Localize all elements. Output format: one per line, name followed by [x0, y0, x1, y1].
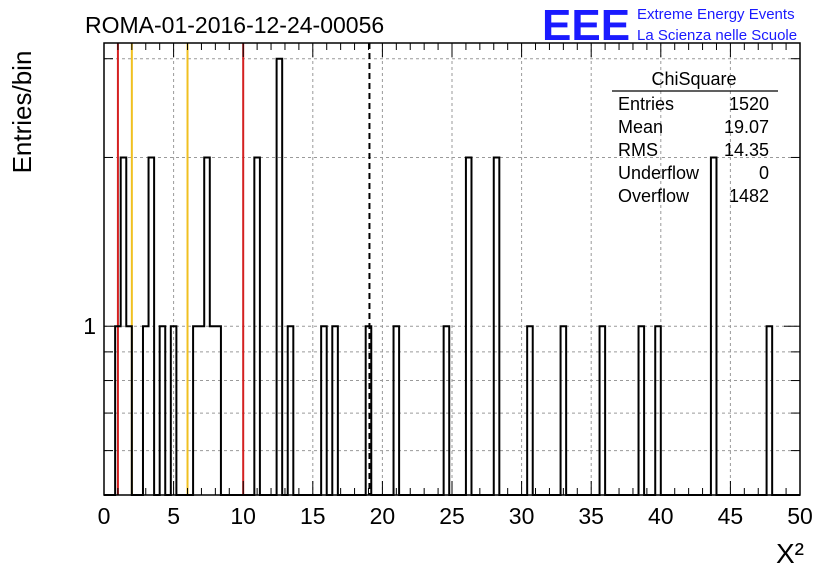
x-tick-label: 25: [439, 503, 465, 529]
x-tick-label: 40: [648, 503, 674, 529]
stats-value-rms: 14.35: [724, 140, 769, 160]
axis-ticks: [103, 43, 801, 495]
y-tick-labels: 1: [83, 313, 96, 339]
stats-label-mean: Mean: [618, 117, 663, 137]
grid: [104, 43, 800, 495]
stats-label-entries: Entries: [618, 94, 674, 114]
x-tick-label: 0: [98, 503, 111, 529]
stats-title: ChiSquare: [651, 69, 736, 89]
x-tick-label: 10: [230, 503, 256, 529]
logo-mark: EEE: [542, 1, 630, 50]
x-tick-labels: 0 5 10 15 20 25 30 35 40 45 50: [98, 503, 813, 529]
x-tick-label: 50: [787, 503, 813, 529]
stats-value-entries: 1520: [729, 94, 769, 114]
x-tick-label: 30: [509, 503, 535, 529]
stats-label-underflow: Underflow: [618, 163, 700, 183]
y-axis-label: Entries/bin: [7, 51, 37, 174]
logo-line-1: Extreme Energy Events: [637, 6, 795, 23]
x-tick-label: 15: [300, 503, 326, 529]
chart-title: ROMA-01-2016-12-24-00056: [85, 12, 384, 38]
x-tick-label: 45: [718, 503, 744, 529]
stats-value-overflow: 1482: [729, 186, 769, 206]
y-tick-label: 1: [83, 313, 96, 339]
stats-label-rms: RMS: [618, 140, 658, 160]
stats-box: ChiSquare Entries 1520 Mean 19.07 RMS 14…: [612, 69, 778, 206]
stats-label-overflow: Overflow: [618, 186, 690, 206]
logo-line-2: La Scienza nelle Scuole: [637, 27, 797, 44]
x-tick-label: 35: [578, 503, 604, 529]
x-tick-label: 20: [370, 503, 396, 529]
stats-value-mean: 19.07: [724, 117, 769, 137]
eee-logo: EEE Extreme Energy Events La Scienza nel…: [542, 1, 797, 50]
stats-value-underflow: 0: [759, 163, 769, 183]
x-tick-label: 5: [167, 503, 180, 529]
x-axis-label: X²: [776, 538, 804, 569]
